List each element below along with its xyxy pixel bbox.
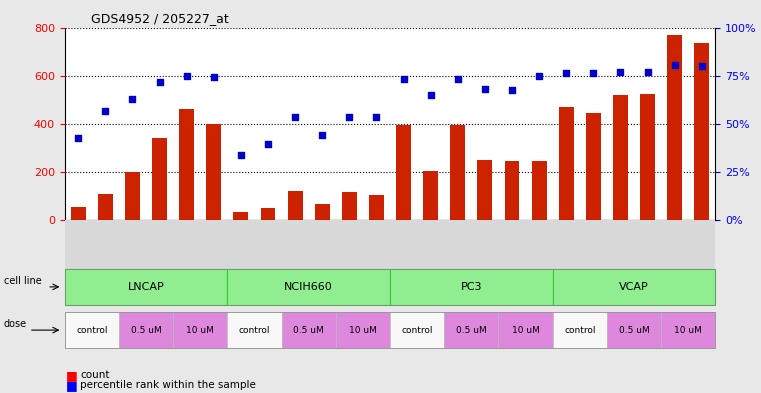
Bar <box>98 194 113 220</box>
Point <box>235 152 247 158</box>
Point <box>289 114 301 120</box>
Point <box>343 114 355 120</box>
Bar <box>559 107 574 220</box>
Point <box>397 76 409 83</box>
Text: LNCAP: LNCAP <box>128 282 164 292</box>
Bar <box>640 94 655 220</box>
Bar <box>613 95 628 220</box>
Bar <box>667 35 682 220</box>
Bar <box>260 208 275 220</box>
Text: GDS4952 / 205227_at: GDS4952 / 205227_at <box>91 12 229 25</box>
Point <box>425 92 437 98</box>
Point <box>587 70 600 76</box>
Text: 0.5 uM: 0.5 uM <box>456 326 487 334</box>
Text: PC3: PC3 <box>460 282 482 292</box>
Point <box>154 79 166 85</box>
Point <box>669 62 681 68</box>
Point <box>126 95 139 102</box>
Text: ■: ■ <box>66 378 78 392</box>
Point <box>533 72 545 79</box>
Text: NCIH660: NCIH660 <box>285 282 333 292</box>
Text: control: control <box>76 326 107 334</box>
Text: percentile rank within the sample: percentile rank within the sample <box>80 380 256 390</box>
Point <box>506 87 518 93</box>
Text: 10 uM: 10 uM <box>511 326 540 334</box>
Point <box>316 132 328 138</box>
Bar <box>125 172 140 220</box>
Point <box>99 107 111 114</box>
Text: ■: ■ <box>66 369 78 382</box>
Bar <box>694 43 709 220</box>
Text: control: control <box>239 326 270 334</box>
Bar <box>532 161 546 220</box>
Text: count: count <box>80 370 110 380</box>
Point <box>452 76 464 83</box>
Bar <box>180 109 194 220</box>
Point <box>262 141 274 147</box>
Bar <box>71 207 86 220</box>
Bar <box>342 193 357 220</box>
Text: control: control <box>401 326 433 334</box>
Bar <box>288 191 303 220</box>
Text: 0.5 uM: 0.5 uM <box>619 326 649 334</box>
Bar <box>396 125 411 220</box>
Text: 10 uM: 10 uM <box>186 326 214 334</box>
Text: dose: dose <box>4 319 27 329</box>
Bar <box>586 113 600 220</box>
Point <box>479 86 491 92</box>
Point <box>180 72 193 79</box>
Text: 0.5 uM: 0.5 uM <box>293 326 324 334</box>
Text: 10 uM: 10 uM <box>349 326 377 334</box>
Text: VCAP: VCAP <box>619 282 649 292</box>
Text: cell line: cell line <box>4 276 42 286</box>
Bar <box>152 138 167 220</box>
Point <box>642 69 654 75</box>
Bar <box>423 171 438 220</box>
Text: 0.5 uM: 0.5 uM <box>131 326 161 334</box>
Text: control: control <box>564 326 596 334</box>
Bar <box>451 125 465 220</box>
Bar <box>477 160 492 220</box>
Point <box>560 70 572 76</box>
Text: 10 uM: 10 uM <box>674 326 702 334</box>
Point <box>371 114 383 120</box>
Bar <box>234 212 248 220</box>
Point <box>72 135 84 141</box>
Point <box>696 63 708 69</box>
Point <box>208 74 220 80</box>
Bar <box>315 204 330 220</box>
Point <box>614 69 626 75</box>
Bar <box>206 124 221 220</box>
Bar <box>505 161 520 220</box>
Bar <box>369 195 384 220</box>
